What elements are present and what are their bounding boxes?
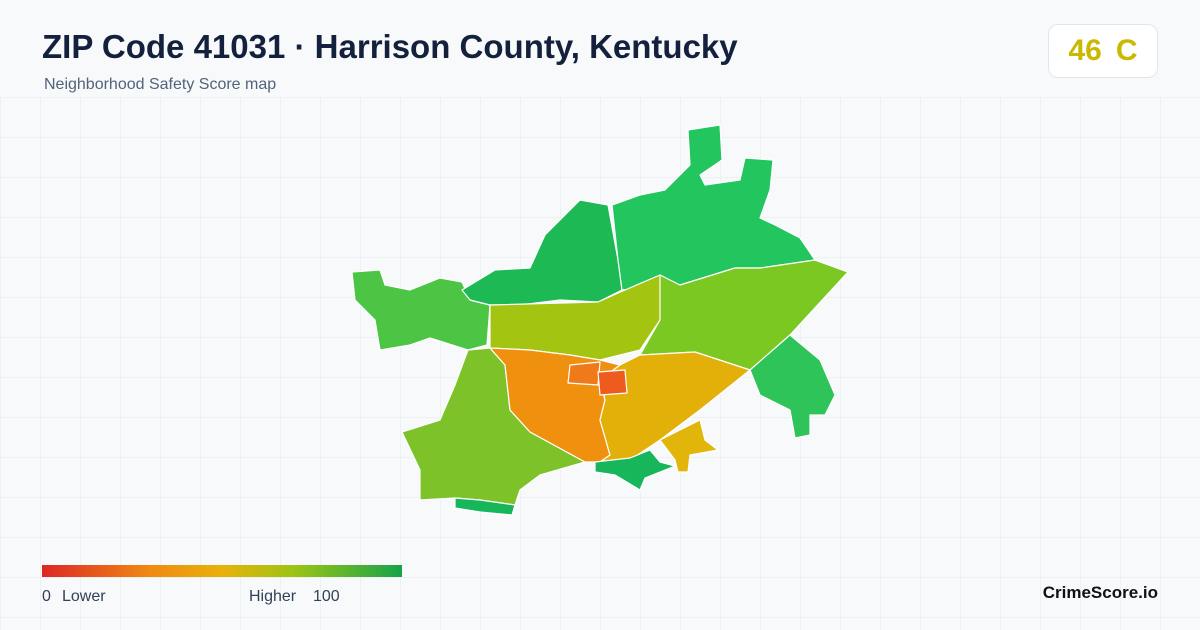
legend-min: 0	[42, 588, 51, 605]
title: ZIP Code 41031 · Harrison County, Kentuc…	[42, 28, 738, 65]
region[interactable]	[639, 259, 849, 371]
region[interactable]	[659, 419, 719, 473]
region[interactable]	[567, 361, 601, 386]
region[interactable]	[749, 334, 836, 439]
legend-max: 100	[313, 588, 340, 605]
region[interactable]	[594, 449, 676, 491]
brand: CrimeScore.io	[1042, 583, 1158, 602]
legend-gradient	[42, 565, 402, 577]
score-badge: 46 C	[1048, 24, 1158, 78]
score-value: 46	[1068, 34, 1102, 67]
region[interactable]	[454, 497, 516, 516]
region[interactable]	[597, 369, 628, 396]
legend-high-label: Higher	[249, 588, 297, 605]
legend-low-label: Lower	[62, 588, 106, 605]
region[interactable]	[351, 269, 491, 351]
subtitle: Neighborhood Safety Score map	[44, 76, 277, 93]
score-grade: C	[1115, 34, 1138, 67]
